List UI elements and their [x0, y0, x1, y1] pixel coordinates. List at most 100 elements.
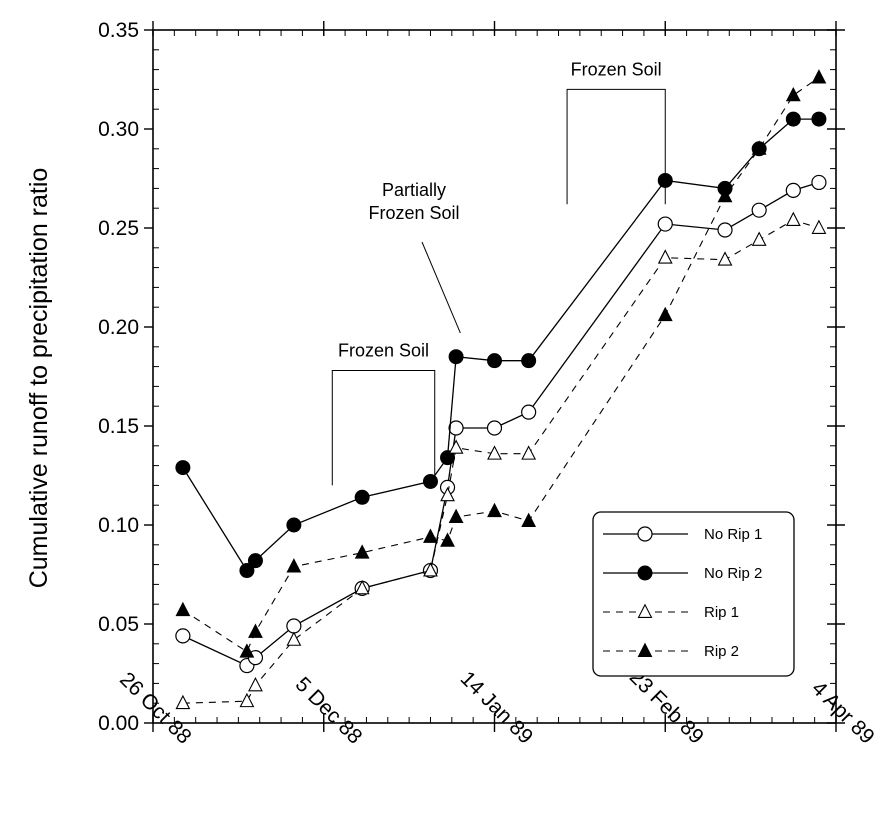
- data-point: [286, 517, 302, 533]
- y-tick-label: 0.05: [98, 613, 139, 636]
- y-tick-label: 0.35: [98, 19, 139, 42]
- data-point: [440, 486, 455, 502]
- x-tick-label: 14 Jan 89: [456, 667, 537, 748]
- data-point: [657, 216, 673, 232]
- annotation-pointer: [421, 241, 461, 334]
- legend-item: No Rip 2: [603, 565, 762, 582]
- legend-item: Rip 2: [603, 642, 739, 660]
- data-point: [286, 558, 302, 573]
- data-point: [521, 512, 537, 527]
- y-tick-label: 0.25: [98, 217, 139, 240]
- data-point: [785, 211, 801, 227]
- x-tick-label: 23 Feb 89: [625, 665, 708, 748]
- legend-label: No Rip 2: [704, 565, 762, 582]
- x-axis-tick-labels: 26 Oct 88 5 Dec 88 14 Jan 89 23 Feb 89 4 Apr…: [115, 665, 879, 748]
- y-axis-label: Cumulative runoff to precipitation ratio: [25, 168, 53, 589]
- data-point: [751, 231, 767, 246]
- legend-item: No Rip 1: [603, 526, 762, 543]
- data-point: [785, 111, 801, 127]
- data-point: [175, 628, 191, 644]
- x-tick-label: 5 Dec 88: [291, 673, 367, 749]
- data-point: [751, 202, 767, 218]
- data-point: [354, 489, 370, 505]
- legend-label: No Rip 1: [704, 526, 762, 543]
- legend-marker: [637, 603, 653, 618]
- y-tick-label: 0.10: [98, 514, 139, 537]
- series-rip-1: [175, 211, 827, 710]
- series-rip-2: [175, 69, 827, 658]
- data-point: [487, 353, 502, 369]
- legend-box: [592, 511, 795, 677]
- data-point: [448, 439, 464, 454]
- data-point: [286, 618, 302, 634]
- annotation-frozen-soil-2: Frozen Soil: [566, 59, 666, 205]
- data-point: [657, 172, 673, 188]
- data-point: [448, 349, 464, 365]
- data-point: [440, 450, 456, 466]
- data-point: [422, 473, 438, 489]
- data-point: [751, 140, 767, 155]
- annotations: Frozen Soil Partially Frozen Soil Frozen So…: [331, 59, 666, 486]
- data-point: [486, 420, 503, 436]
- data-point: [248, 676, 263, 692]
- data-point: [247, 553, 263, 569]
- data-point: [354, 579, 370, 595]
- data-point: [239, 643, 255, 658]
- annotation-label: Frozen Soil: [368, 203, 459, 223]
- series-layer: [175, 69, 827, 710]
- annotation-label: Frozen Soil: [571, 59, 662, 79]
- data-point: [440, 532, 455, 547]
- series-no-rip-1: [175, 174, 827, 674]
- y-tick-label: 0.30: [98, 118, 139, 141]
- data-point: [657, 249, 673, 264]
- data-point: [286, 631, 302, 646]
- legend-marker: [637, 565, 653, 581]
- annotation-label: Partially: [382, 180, 446, 200]
- data-point: [521, 445, 537, 460]
- y-tick-label: 0.20: [98, 316, 139, 339]
- y-axis-tick-labels: 0.00 0.05 0.10 0.15 0.20 0.25 0.30 0.35: [98, 19, 139, 735]
- data-point: [717, 187, 733, 203]
- data-point: [785, 182, 801, 198]
- data-point: [717, 251, 733, 266]
- legend: No Rip 1 No Rip 2 Rip 1 Rip 2: [592, 511, 795, 677]
- data-point: [811, 69, 827, 84]
- annotation-partially-frozen: Partially Frozen Soil: [368, 180, 461, 334]
- data-point: [423, 528, 438, 543]
- data-point: [811, 219, 827, 234]
- annotation-frozen-soil-1: Frozen Soil: [331, 341, 436, 486]
- data-point: [239, 563, 255, 579]
- data-point: [657, 306, 673, 322]
- data-point: [239, 692, 255, 708]
- data-point: [448, 420, 464, 436]
- annotation-label: Frozen Soil: [338, 341, 429, 361]
- data-point: [175, 694, 191, 710]
- data-point: [521, 404, 537, 420]
- annotation-bracket: [331, 370, 436, 486]
- legend-marker: [637, 526, 653, 542]
- data-point: [448, 508, 464, 524]
- data-point: [248, 623, 263, 638]
- data-point: [811, 174, 827, 191]
- y-tick-label: 0.00: [98, 712, 139, 735]
- y-tick-label: 0.15: [98, 415, 139, 438]
- data-point: [175, 460, 191, 476]
- data-point: [717, 222, 733, 238]
- legend-item: Rip 1: [603, 603, 739, 621]
- legend-marker: [637, 642, 653, 657]
- series-no-rip-2: [175, 111, 827, 579]
- data-point: [785, 86, 801, 102]
- data-point: [175, 601, 191, 617]
- data-point: [487, 445, 502, 460]
- data-point: [487, 502, 502, 518]
- data-point: [521, 353, 537, 369]
- axis-ticks: [144, 21, 845, 732]
- series-line: [182, 219, 820, 704]
- legend-label: Rip 1: [704, 604, 739, 621]
- x-tick-label: 4 Apr 89: [807, 677, 879, 749]
- data-point: [811, 111, 827, 127]
- legend-label: Rip 2: [704, 643, 739, 660]
- data-point: [423, 562, 438, 577]
- data-point: [354, 544, 370, 559]
